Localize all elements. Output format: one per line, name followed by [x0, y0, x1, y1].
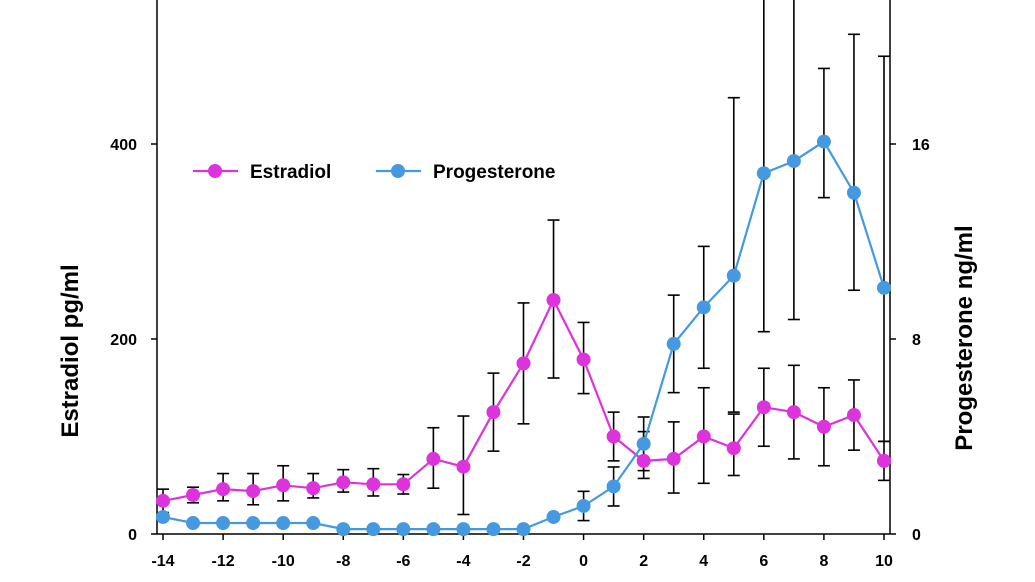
y-left-axis-title: Estradiol pg/ml	[57, 264, 84, 437]
progesterone-point	[666, 336, 681, 351]
estradiol-point	[546, 293, 561, 307]
progesterone-point	[636, 436, 651, 451]
estradiol-point	[396, 477, 411, 492]
estradiol-point	[456, 459, 471, 474]
progesterone-point	[876, 280, 891, 295]
x-tick-label: 2	[639, 553, 648, 570]
estradiol-point	[666, 451, 681, 466]
estradiol-point	[756, 400, 771, 415]
x-tick-label: 10	[875, 553, 893, 570]
progesterone-point	[846, 185, 861, 200]
progesterone-point	[246, 516, 261, 531]
x-tick-label: -4	[456, 553, 470, 570]
progesterone-point	[546, 509, 561, 524]
estradiol-point	[786, 405, 801, 420]
legend-progesterone-marker	[391, 164, 405, 178]
legend-progesterone-label: Progesterone	[433, 162, 555, 183]
progesterone-point	[336, 522, 351, 537]
y-right-tick-label: 8	[912, 332, 921, 349]
legend-estradiol-label: Estradiol	[250, 162, 331, 183]
x-tick-label: -14	[151, 553, 174, 570]
y-right-tick-label: 16	[912, 137, 930, 154]
progesterone-point	[216, 516, 231, 531]
progesterone-point	[696, 300, 711, 315]
progesterone-point	[186, 516, 201, 531]
progesterone-point	[606, 479, 621, 494]
legend: Estradiol Progesterone	[193, 162, 555, 183]
legend-estradiol-marker	[208, 164, 222, 178]
progesterone-point	[786, 154, 801, 169]
y-left-tick-label: 200	[110, 332, 137, 349]
x-tick-label: 6	[759, 553, 768, 570]
x-tick-label: -2	[516, 553, 530, 570]
x-tick-label: 8	[819, 553, 828, 570]
estradiol-point	[156, 493, 171, 508]
estradiol-point	[246, 484, 261, 499]
series	[156, 134, 891, 537]
estradiol-point	[516, 356, 531, 371]
x-tick-label: 4	[699, 553, 708, 570]
estradiol-point	[816, 419, 831, 434]
progesterone-point	[516, 522, 531, 537]
y-right-tick-label: 0	[912, 527, 921, 544]
progesterone-point	[726, 268, 741, 283]
progesterone-point	[756, 166, 771, 181]
progesterone-point	[816, 134, 831, 149]
estradiol-point	[336, 475, 351, 490]
progesterone-point	[156, 509, 171, 524]
y-left-tick-label: 400	[110, 137, 137, 154]
estradiol-point	[576, 352, 591, 367]
estradiol-point	[306, 481, 321, 496]
estradiol-point	[726, 441, 741, 456]
error-bars	[157, 0, 890, 522]
progesterone-point	[366, 522, 381, 537]
estradiol-point	[876, 453, 891, 468]
progesterone-point	[276, 516, 291, 531]
progesterone-point	[306, 516, 321, 531]
x-tick-label: -8	[336, 553, 350, 570]
estradiol-point	[696, 429, 711, 444]
progesterone-point	[486, 522, 501, 537]
x-tick-label: -12	[212, 553, 235, 570]
progesterone-point	[396, 522, 411, 537]
x-tick-label: -6	[396, 553, 410, 570]
x-tick-label: -10	[272, 553, 295, 570]
estradiol-point	[216, 482, 231, 497]
estradiol-point	[486, 405, 501, 420]
estradiol-point	[426, 451, 441, 466]
estradiol-point	[606, 429, 621, 444]
progesterone-point	[456, 522, 471, 537]
progesterone-point	[426, 522, 441, 537]
estradiol-point	[366, 477, 381, 492]
y-right-axis-title: Progesterone ng/ml	[951, 225, 978, 450]
estradiol-point	[276, 478, 291, 493]
y-left-tick-label: 0	[128, 527, 137, 544]
axes: -14 -12 -10 -8 -6 -4 -2 0 2 4 6 8 10 0 200 400 0 8 16	[110, 0, 930, 570]
estradiol-point	[186, 488, 201, 502]
estradiol-point	[846, 408, 861, 423]
estradiol-point	[636, 453, 651, 468]
x-tick-label: 0	[579, 553, 588, 570]
progesterone-point	[576, 498, 591, 513]
